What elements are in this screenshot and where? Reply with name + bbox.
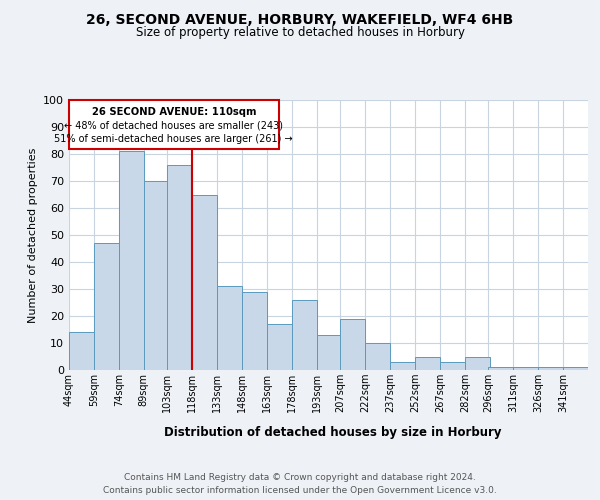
FancyBboxPatch shape bbox=[69, 100, 278, 148]
Text: 26 SECOND AVENUE: 110sqm: 26 SECOND AVENUE: 110sqm bbox=[92, 107, 256, 117]
Bar bbox=[465, 356, 490, 370]
Bar bbox=[242, 292, 267, 370]
Bar bbox=[563, 368, 588, 370]
Bar bbox=[292, 300, 317, 370]
Bar bbox=[513, 368, 538, 370]
Text: Contains HM Land Registry data © Crown copyright and database right 2024.: Contains HM Land Registry data © Crown c… bbox=[124, 472, 476, 482]
Bar bbox=[488, 368, 513, 370]
Bar bbox=[144, 181, 169, 370]
Bar bbox=[167, 165, 192, 370]
Bar bbox=[415, 356, 440, 370]
Bar bbox=[390, 362, 415, 370]
Bar bbox=[440, 362, 465, 370]
Bar bbox=[365, 343, 390, 370]
Text: Distribution of detached houses by size in Horbury: Distribution of detached houses by size … bbox=[164, 426, 502, 439]
Bar bbox=[340, 318, 365, 370]
Bar bbox=[317, 335, 342, 370]
Bar bbox=[192, 194, 217, 370]
Bar bbox=[217, 286, 242, 370]
Bar bbox=[267, 324, 292, 370]
Text: Contains public sector information licensed under the Open Government Licence v3: Contains public sector information licen… bbox=[103, 486, 497, 495]
Text: Size of property relative to detached houses in Horbury: Size of property relative to detached ho… bbox=[136, 26, 464, 39]
Bar bbox=[538, 368, 563, 370]
Y-axis label: Number of detached properties: Number of detached properties bbox=[28, 148, 38, 322]
Text: ← 48% of detached houses are smaller (243): ← 48% of detached houses are smaller (24… bbox=[64, 120, 283, 130]
Text: 26, SECOND AVENUE, HORBURY, WAKEFIELD, WF4 6HB: 26, SECOND AVENUE, HORBURY, WAKEFIELD, W… bbox=[86, 12, 514, 26]
Bar bbox=[119, 152, 144, 370]
Text: 51% of semi-detached houses are larger (261) →: 51% of semi-detached houses are larger (… bbox=[55, 134, 293, 144]
Bar bbox=[94, 243, 119, 370]
Bar bbox=[69, 332, 94, 370]
